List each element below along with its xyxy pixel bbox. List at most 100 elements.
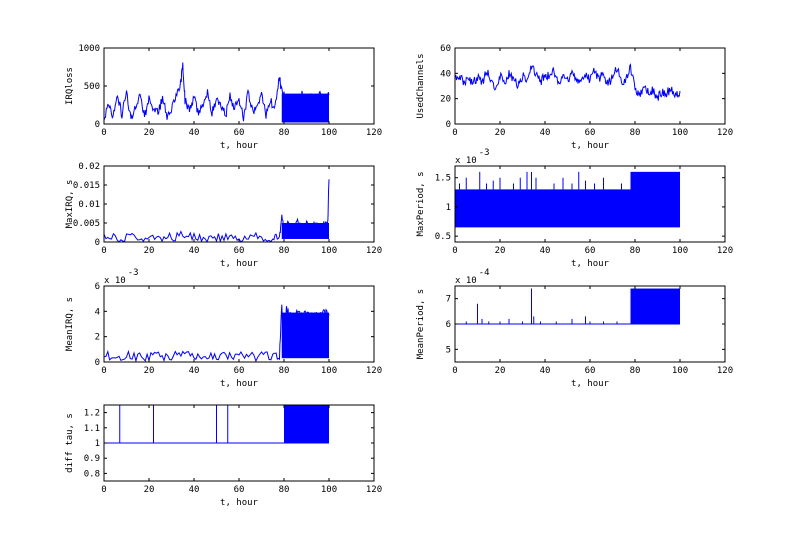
x-tick-label: 80 — [279, 366, 290, 376]
axes-box-meanirq — [103, 285, 375, 363]
x-tick-label: 80 — [630, 366, 641, 376]
x-tick-label: 40 — [189, 128, 200, 138]
y-exponent-meanperiod: x 10-4 — [455, 268, 490, 286]
x-tick-label: 120 — [717, 366, 733, 376]
series-meanperiod — [455, 288, 680, 325]
series-maxperiod — [455, 171, 680, 228]
x-tick-label: 60 — [234, 128, 245, 138]
y-tick-label: 6 — [95, 282, 100, 292]
y-tick-label: 1000 — [78, 44, 100, 54]
series-difftau — [104, 405, 329, 444]
axes-box-maxirq — [103, 165, 375, 243]
x-axis-label-difftau: t, hour — [220, 498, 259, 508]
band-difftau — [284, 405, 329, 443]
chart-irqloss: 0 20 40 60 80 100 120 0 500 1000 t, hour IRQloss — [65, 44, 382, 151]
y-axis-label-meanirq: MeanIRQ, s — [65, 297, 75, 351]
chart-meanirq: 0 20 40 60 80 100 120 0 2 4 6 x 10-3 t, hour MeanIRQ,… — [65, 268, 382, 389]
x-tick-label: 40 — [540, 246, 551, 256]
x-tick-label: 40 — [540, 128, 551, 138]
line-irqloss — [104, 62, 330, 122]
y-exponent-meanirq: x 10-3 — [104, 268, 139, 286]
x-tick-label: 20 — [144, 246, 155, 256]
x-tick-label: 0 — [452, 366, 457, 376]
x-axis-label-maxperiod: t, hour — [571, 259, 610, 269]
y-exponent-maxperiod: x 10-3 — [455, 148, 490, 166]
y-tick-label: 0 — [95, 120, 100, 130]
x-tick-label: 0 — [101, 246, 106, 256]
x-tick-label: 100 — [672, 366, 688, 376]
x-tick-label: 100 — [321, 246, 337, 256]
x-tick-label: 20 — [144, 128, 155, 138]
chart-usedchannels: 0 20 40 60 80 100 120 0 20 40 60 t, hour UsedChannel… — [416, 44, 733, 151]
x-tick-label: 60 — [585, 246, 596, 256]
series-maxirq — [104, 179, 330, 242]
y-tick-label: 6 — [446, 320, 451, 330]
y-axis-label-difftau: diff tau, s — [65, 413, 75, 473]
series-meanirq — [104, 304, 330, 362]
x-tick-label: 120 — [717, 128, 733, 138]
series-usedchannels — [455, 63, 681, 101]
line-usedchannels — [455, 63, 681, 101]
chart-maxperiod: 0 20 40 60 80 100 120 0.5 1 1.5 x 10-3 t, hour MaxPe… — [416, 148, 733, 269]
x-tick-label: 40 — [189, 366, 200, 376]
y-tick-label: 0.005 — [73, 219, 100, 229]
x-tick-label: 80 — [630, 246, 641, 256]
x-tick-label: 0 — [452, 128, 457, 138]
x-axis-label-irqloss: t, hour — [220, 141, 259, 151]
y-axis-label-meanperiod: MeanPeriod, s — [416, 289, 426, 359]
y-tick-label: 500 — [84, 82, 100, 92]
x-tick-label: 120 — [366, 246, 382, 256]
x-tick-label: 80 — [630, 128, 641, 138]
y-tick-label: 0 — [446, 120, 451, 130]
y-tick-label: 0.015 — [73, 181, 100, 191]
y-axis-label-maxirq: MaxIRQ, s — [65, 180, 75, 229]
y-tick-label: 20 — [440, 95, 451, 105]
y-tick-label: 0.01 — [78, 200, 100, 210]
y-tick-label: 5 — [446, 345, 451, 355]
x-tick-label: 20 — [144, 366, 155, 376]
y-tick-label: 4 — [95, 307, 100, 317]
x-tick-label: 20 — [495, 246, 506, 256]
y-tick-label: 0.8 — [84, 469, 100, 479]
chart-maxirq: 0 20 40 60 80 100 120 0 0.005 0.01 0.015 0.02 t, hou… — [65, 162, 382, 269]
y-tick-label: 2 — [95, 333, 100, 343]
x-axis-label-maxirq: t, hour — [220, 259, 259, 269]
x-tick-label: 120 — [717, 246, 733, 256]
axes-box-usedchannels — [454, 47, 726, 125]
y-tick-label: 1.5 — [435, 174, 451, 184]
x-tick-label: 100 — [321, 366, 337, 376]
x-tick-label: 60 — [234, 366, 245, 376]
x-tick-label: 20 — [144, 485, 155, 495]
band-maxperiod-main — [455, 189, 631, 228]
x-tick-label: 0 — [101, 366, 106, 376]
y-tick-label: 0.02 — [78, 162, 100, 172]
x-tick-label: 80 — [279, 128, 290, 138]
x-tick-label: 60 — [234, 485, 245, 495]
line-maxirq — [104, 179, 330, 242]
x-tick-label: 120 — [366, 485, 382, 495]
x-axis-label-meanirq: t, hour — [220, 379, 259, 389]
series-irqloss — [104, 62, 330, 123]
y-tick-label: 60 — [440, 44, 451, 54]
y-axis-label-irqloss: IRQloss — [65, 67, 75, 105]
y-tick-label: 7 — [446, 295, 451, 305]
y-tick-label: 40 — [440, 69, 451, 79]
y-tick-label: 0.9 — [84, 454, 100, 464]
y-tick-label: 0 — [95, 238, 100, 248]
x-tick-label: 40 — [540, 366, 551, 376]
x-tick-label: 0 — [452, 246, 457, 256]
y-tick-label: 1.1 — [84, 424, 100, 434]
x-tick-label: 100 — [321, 485, 337, 495]
band-meanirq — [281, 312, 329, 359]
x-tick-label: 120 — [366, 366, 382, 376]
y-tick-label: 0.5 — [435, 232, 451, 242]
x-tick-label: 60 — [585, 128, 596, 138]
chart-difftau: 0 20 40 60 80 100 120 0.8 0.9 1 1.1 1.2 t, hour diff … — [65, 404, 382, 508]
y-tick-label: 1 — [95, 439, 100, 449]
x-tick-label: 60 — [585, 366, 596, 376]
chart-meanperiod: 0 20 40 60 80 100 120 5 6 7 x 10-4 t, hour MeanPerio… — [416, 268, 733, 389]
x-tick-label: 40 — [189, 246, 200, 256]
x-tick-label: 0 — [101, 485, 106, 495]
band-meanperiod — [630, 288, 680, 324]
